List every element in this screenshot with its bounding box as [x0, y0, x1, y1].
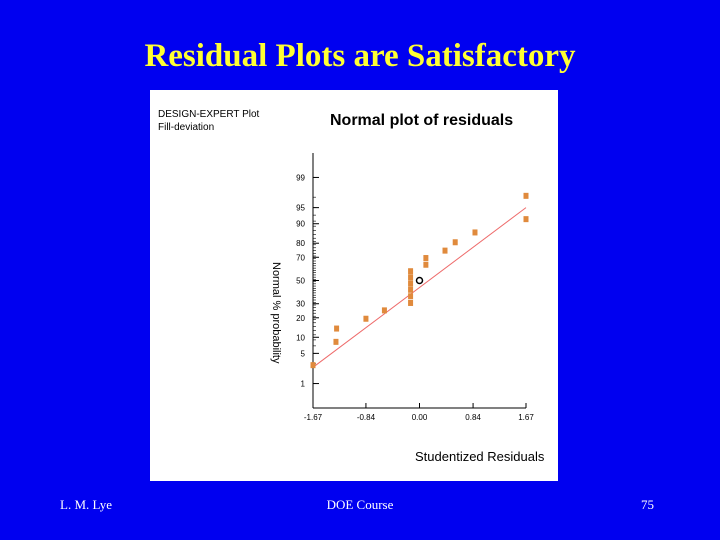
y-tick-label: 70	[296, 253, 305, 262]
data-point	[334, 325, 340, 332]
data-point	[381, 307, 387, 314]
y-tick-label: 50	[296, 277, 305, 286]
data-point	[333, 338, 339, 345]
data-point	[423, 261, 429, 268]
chart-panel: DESIGN-EXPERT Plot Fill-deviation Normal…	[150, 90, 558, 481]
x-tick-label: -1.67	[304, 413, 323, 422]
x-tick-label: 0.00	[412, 413, 428, 422]
slide-title: Residual Plots are Satisfactory	[144, 38, 576, 74]
footer-page-number: 75	[641, 497, 654, 512]
data-point	[408, 299, 414, 306]
y-tick-label: 5	[301, 349, 306, 358]
data-point	[408, 280, 414, 287]
software-label: DESIGN-EXPERT Plot	[158, 109, 260, 120]
data-point	[442, 247, 448, 254]
y-tick-label: 90	[296, 220, 305, 229]
data-point	[423, 255, 429, 262]
x-axis-label: Studentized Residuals	[415, 449, 545, 464]
data-marks-group	[310, 192, 529, 369]
footer-author: L. M. Lye	[60, 497, 112, 512]
x-tick-label: 1.67	[518, 413, 534, 422]
y-tick-label: 95	[296, 204, 305, 213]
y-tick-label: 30	[296, 300, 305, 309]
y-tick-label: 10	[296, 333, 305, 342]
data-point	[408, 274, 414, 281]
y-tick-label: 20	[296, 314, 305, 323]
highlighted-point	[415, 276, 424, 285]
normal-probability-plot: DESIGN-EXPERT Plot Fill-deviation Normal…	[158, 109, 545, 464]
axes-group: 1 5 10 20 30 50 70 80 90 95 99 -1.67 -0.84 0.00 0.84 1.…	[296, 153, 534, 422]
y-tick-label: 80	[296, 239, 305, 248]
data-point	[523, 192, 529, 199]
fit-line	[312, 207, 527, 368]
y-axis-label: Normal % probability	[270, 262, 282, 364]
data-point	[523, 216, 529, 223]
data-point	[408, 293, 414, 300]
data-point	[408, 268, 414, 275]
footer-course: DOE Course	[326, 497, 394, 512]
data-point	[363, 315, 369, 322]
data-point	[452, 239, 458, 246]
data-point	[472, 229, 478, 236]
data-point	[310, 362, 316, 369]
chart-title: Normal plot of residuals	[330, 112, 513, 129]
response-label: Fill-deviation	[158, 122, 214, 133]
x-tick-label: 0.84	[465, 413, 481, 422]
data-point	[408, 286, 414, 293]
x-tick-label: -0.84	[357, 413, 376, 422]
y-tick-label: 1	[301, 380, 306, 389]
y-tick-label: 99	[296, 173, 305, 182]
